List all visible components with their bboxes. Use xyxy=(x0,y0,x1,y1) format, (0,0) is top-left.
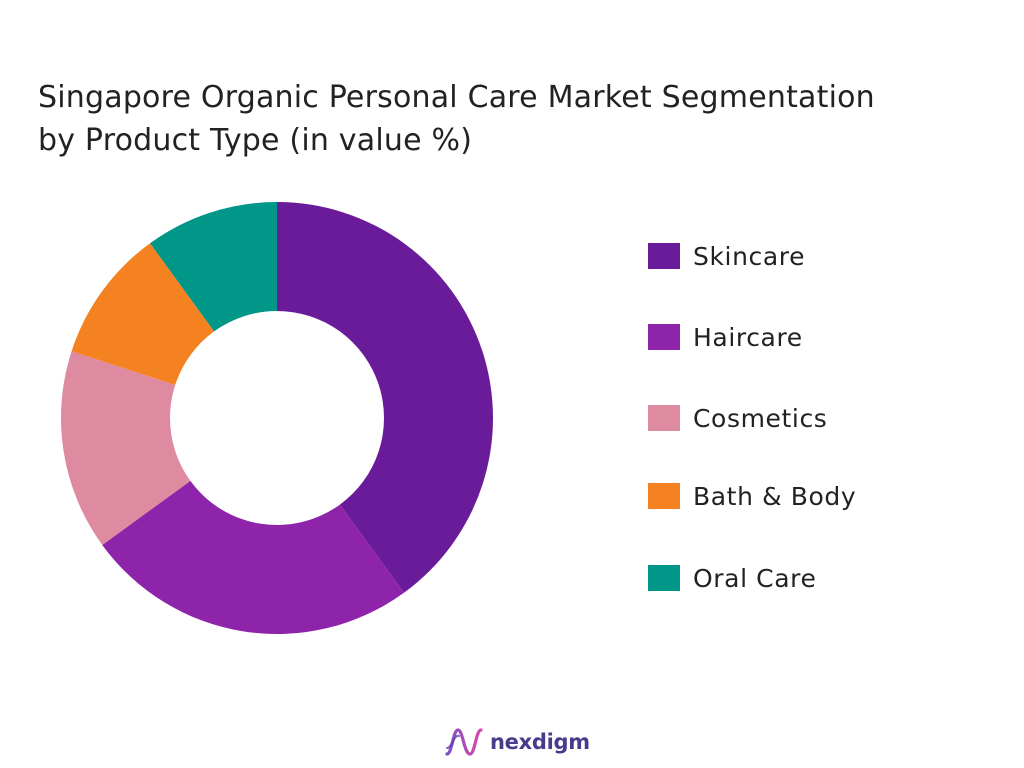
chart-title: Singapore Organic Personal Care Market S… xyxy=(38,76,978,162)
donut-slice-cosmetics xyxy=(60,351,191,545)
legend-label-oral-care: Oral Care xyxy=(693,563,817,593)
brand-logo: nexdigm xyxy=(444,722,590,762)
chart-title-line-2: by Product Type (in value %) xyxy=(38,123,473,158)
donut-slice-haircare xyxy=(102,480,404,635)
legend-swatch-skincare xyxy=(648,243,680,269)
donut-slice-oral-care xyxy=(150,202,277,332)
legend-swatch-bath-body xyxy=(648,483,680,509)
legend-label-skincare: Skincare xyxy=(693,241,806,271)
brand-name: nexdigm xyxy=(490,730,590,754)
legend-item-cosmetics: Cosmetics xyxy=(648,400,827,436)
legend-swatch-cosmetics xyxy=(648,405,680,431)
legend-item-bath-body: Bath & Body xyxy=(648,478,856,514)
nexdigm-wave-logo-icon xyxy=(445,728,483,756)
legend-label-cosmetics: Cosmetics xyxy=(693,403,828,433)
legend-item-skincare: Skincare xyxy=(648,238,805,274)
legend-item-oral-care: Oral Care xyxy=(648,560,816,596)
legend-swatch-oral-care xyxy=(648,565,680,591)
legend-label-bath-body: Bath & Body xyxy=(693,481,857,511)
legend-item-haircare: Haircare xyxy=(648,319,803,355)
donut-chart xyxy=(60,202,493,635)
chart-title-line-1: Singapore Organic Personal Care Market S… xyxy=(38,80,875,115)
donut-slice-bath-body xyxy=(71,243,215,385)
donut-slice-skincare xyxy=(277,202,493,593)
legend-swatch-haircare xyxy=(648,324,680,350)
legend-label-haircare: Haircare xyxy=(693,322,803,352)
